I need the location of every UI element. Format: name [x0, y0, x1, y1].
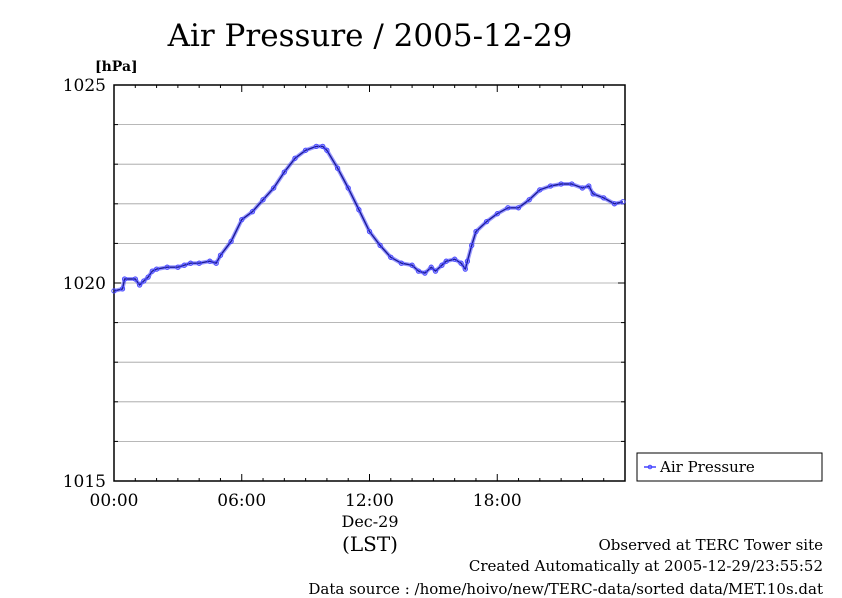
data-point	[119, 286, 126, 292]
data-point	[388, 254, 394, 260]
data-point	[398, 260, 405, 266]
data-point	[452, 256, 458, 262]
series-line	[113, 145, 624, 292]
data-point	[439, 262, 445, 268]
data-point	[281, 169, 287, 175]
data-point	[239, 216, 245, 223]
data-point	[213, 260, 219, 266]
x-axis-label: (LST)	[342, 532, 398, 556]
x-tick-label: 06:00	[217, 491, 266, 511]
data-point	[320, 143, 326, 150]
y-tick-label: 1025	[63, 76, 106, 96]
data-point	[428, 264, 434, 270]
legend-label: Air Pressure	[659, 458, 755, 476]
data-point	[217, 252, 224, 258]
data-point	[620, 199, 626, 205]
y-tick-label: 1015	[63, 472, 106, 492]
y-tick-label: 1020	[63, 274, 106, 294]
data-point	[590, 191, 596, 197]
series-band	[113, 144, 624, 293]
data-point	[505, 205, 511, 211]
legend-box	[636, 452, 823, 482]
data-point	[443, 258, 449, 264]
data-point	[271, 185, 277, 191]
data-point	[464, 258, 471, 264]
data-point	[164, 264, 170, 270]
y-tick-labels: 1015 1020 1025	[63, 76, 106, 492]
data-point	[141, 278, 147, 284]
data-point	[377, 242, 383, 249]
x-tick-label: 00:00	[90, 491, 139, 511]
gridlines	[114, 124, 625, 442]
x-tick-label: 12:00	[345, 491, 394, 511]
data-point	[345, 185, 351, 191]
data-point	[145, 274, 151, 280]
data-point	[292, 155, 298, 161]
x-tick-labels: 00:00 06:00 12:00 18:00	[90, 491, 522, 511]
footer-created-timestamp: Created Automatically at 2005-12-29/23:5…	[468, 557, 823, 575]
date-label: Dec-29	[341, 512, 398, 531]
data-point	[409, 262, 415, 268]
data-point	[586, 183, 592, 189]
data-point	[136, 282, 143, 288]
data-point	[483, 218, 490, 225]
data-point	[432, 268, 439, 274]
data-point	[515, 205, 522, 211]
legend: Air Pressure	[636, 452, 823, 482]
footer-observed-site: Observed at TERC Tower site	[598, 536, 823, 554]
data-point	[196, 260, 202, 266]
data-point	[313, 143, 319, 150]
data-point	[601, 195, 607, 201]
data-point	[228, 238, 234, 245]
data-point	[422, 270, 428, 276]
data-point	[469, 242, 475, 249]
footer-data-source: Data source : /home/hoivo/new/TERC-data/…	[308, 580, 823, 598]
data-point	[249, 209, 256, 215]
data-point	[187, 260, 194, 266]
data-point	[302, 147, 309, 153]
data-point	[473, 228, 479, 235]
data-point	[260, 197, 266, 203]
data-point	[334, 165, 341, 171]
axis-ticks	[113, 84, 626, 482]
data-point	[111, 288, 117, 294]
data-point	[569, 181, 575, 187]
data-point	[494, 211, 500, 217]
data-point	[175, 264, 181, 270]
legend-point-marker	[647, 464, 653, 470]
data-point	[462, 266, 468, 272]
x-tick-label: 18:00	[473, 491, 522, 511]
data-point	[356, 207, 362, 213]
data-point	[366, 228, 373, 235]
data-point	[458, 260, 464, 266]
data-point	[579, 185, 586, 191]
data-point	[611, 201, 618, 207]
data-point	[181, 262, 187, 268]
data-point	[207, 258, 213, 264]
data-point	[121, 276, 128, 282]
data-point	[415, 268, 422, 274]
series-air-pressure	[111, 143, 626, 294]
data-point	[149, 268, 155, 274]
data-point	[324, 147, 330, 153]
chart-title: Air Pressure / 2005-12-29	[167, 18, 573, 54]
data-point	[526, 197, 532, 203]
data-point	[153, 266, 160, 272]
data-point	[558, 181, 564, 187]
data-point	[132, 276, 138, 282]
data-point	[547, 183, 554, 189]
data-point	[537, 187, 543, 193]
y-axis-unit-label: [hPa]	[95, 59, 138, 75]
